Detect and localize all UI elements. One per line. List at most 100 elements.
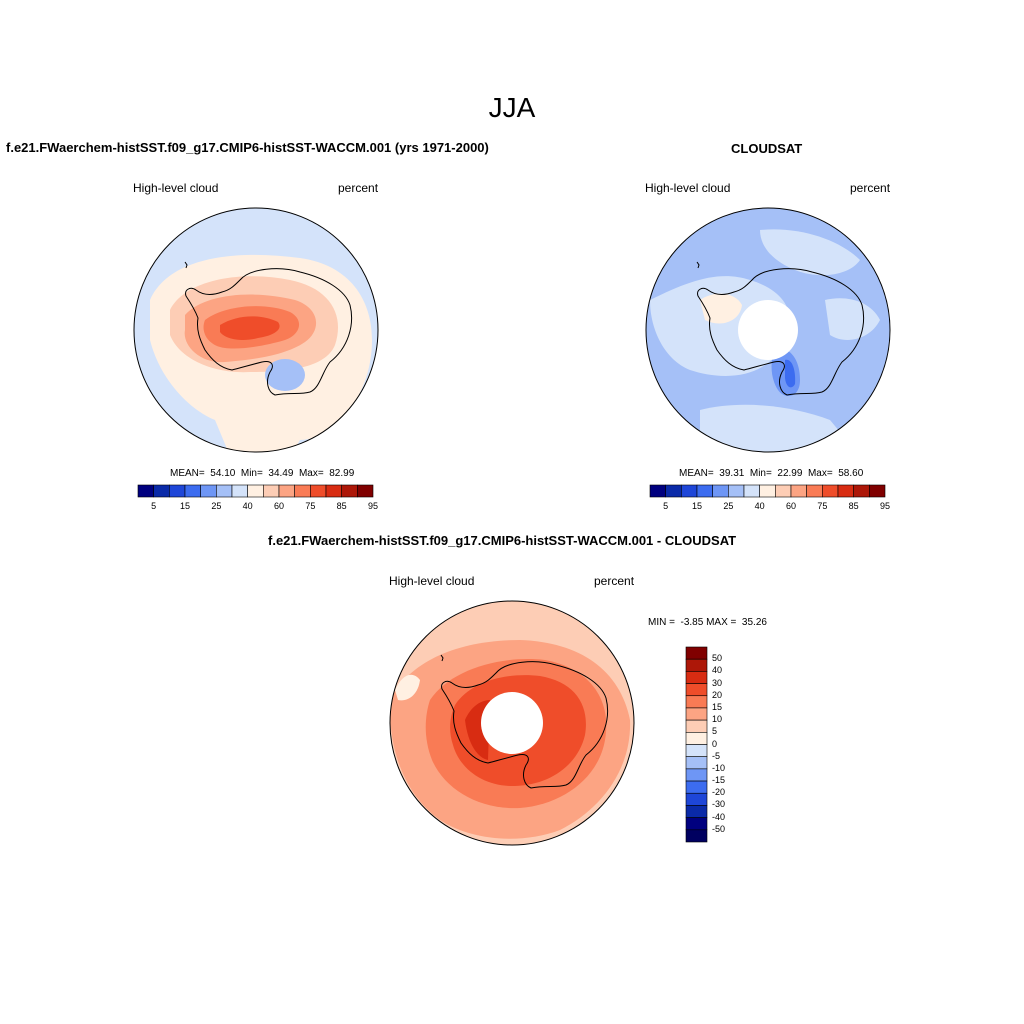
panel2-colorbar-swatch <box>790 484 807 498</box>
panel1-colorbar-tick-label: 5 <box>151 501 157 511</box>
panel3-colorbar-tick-label: -50 <box>712 823 726 834</box>
panel1-units-label: percent <box>338 181 379 195</box>
panel2-colorbar-swatch <box>696 484 713 498</box>
panel3-colorbar <box>685 646 708 843</box>
panel1-colorbar <box>137 484 374 498</box>
panel1-colorbar-swatch <box>325 484 342 498</box>
panel1-colorbar-tick-label: 40 <box>242 501 253 511</box>
panel2-band-light-3 <box>760 229 860 276</box>
panel3-variable-label: High-level cloud <box>389 574 475 588</box>
panel3-colorbar-tick-label: 10 <box>712 714 723 725</box>
panel3-colorbar-swatch <box>685 829 708 843</box>
panel1-variable-label: High-level cloud <box>133 181 219 195</box>
panel1-colorbar-swatch <box>357 484 374 498</box>
panel3-colorbar-tick-label: -15 <box>712 775 726 786</box>
panel1-colorbar-tick-label: 25 <box>211 501 222 511</box>
panel1-band-peak <box>220 316 280 340</box>
panel2-colorbar-tick-label: 85 <box>848 501 859 511</box>
panel3-colorbar-swatch <box>685 646 708 660</box>
panel2-colorbar-swatch <box>822 484 839 498</box>
panel3-colorbar-tick-label: 15 <box>712 701 723 712</box>
panel1-colorbar-swatch <box>169 484 186 498</box>
panel2-colorbar <box>649 484 886 498</box>
panel3-map <box>390 601 634 845</box>
panel2-colorbar-tick-label: 95 <box>879 501 890 511</box>
panel2-colorbar-tick-label: 5 <box>663 501 669 511</box>
panel3-colorbar-tick-label: -30 <box>712 799 726 810</box>
panel3-title: f.e21.FWaerchem-histSST.f09_g17.CMIP6-hi… <box>268 533 737 548</box>
panel2-colorbar-swatch <box>775 484 792 498</box>
panel2-map <box>646 208 890 452</box>
panel3-polar-hole <box>481 692 543 754</box>
panel2-island <box>696 261 700 269</box>
panel3-colorbar-swatch <box>685 744 708 757</box>
panel2-colorbar-tick-label: 15 <box>691 501 702 511</box>
panel1-colorbar-swatch <box>310 484 327 498</box>
panel1-colorbar-swatch <box>341 484 358 498</box>
panel1-map-border <box>133 207 379 453</box>
panel1-colorbar-swatch <box>153 484 170 498</box>
panel1-coastline <box>185 268 353 396</box>
panel2-colorbar-swatch <box>806 484 823 498</box>
panel3-coastline <box>441 661 609 789</box>
panel3-colorbar-swatch <box>685 658 708 672</box>
panel1-colorbar-swatch <box>247 484 264 498</box>
panel2-colorbar-swatch <box>853 484 870 498</box>
panel2-polar-hole <box>738 300 798 360</box>
panel2-peach-patch <box>700 293 742 324</box>
panel1-colorbar-swatch <box>263 484 280 498</box>
panel2-colorbar-swatch <box>681 484 698 498</box>
panel3-island <box>440 654 444 662</box>
panel3-colorbar-tick-label: 40 <box>712 665 723 676</box>
panel2-title: CLOUDSAT <box>731 141 803 156</box>
panel1-colorbar-swatch <box>216 484 233 498</box>
panel1-colorbar-tick-label: 75 <box>305 501 316 511</box>
panel3-colorbar-swatch <box>685 695 708 709</box>
panel2-units-label: percent <box>850 181 891 195</box>
panel3-colorbar-swatch <box>685 780 708 794</box>
panel2-colorbar-swatch <box>649 484 666 498</box>
panel3-colorbar-swatch <box>685 732 708 745</box>
panel1-colorbar-tick-label: 95 <box>367 501 378 511</box>
coastlines <box>184 261 865 789</box>
panel1-title: f.e21.FWaerchem-histSST.f09_g17.CMIP6-hi… <box>6 140 489 155</box>
panel2-colorbar-tick-label: 40 <box>754 501 765 511</box>
panel2-colorbar-swatch <box>869 484 886 498</box>
panel1-colorbar-swatch <box>294 484 311 498</box>
panel2-colorbar-swatch <box>743 484 760 498</box>
panel2-colorbar-swatch <box>665 484 682 498</box>
panel3-colorbar-swatch <box>685 683 708 697</box>
panel1-stats: MEAN= 54.10 Min= 34.49 Max= 82.99 <box>170 468 355 479</box>
panel3-colorbar-tick-label: 5 <box>712 726 718 737</box>
figure-title: JJA <box>488 92 536 123</box>
panel1-colorbar-swatch <box>231 484 248 498</box>
panel3-colorbar-tick-label: 30 <box>712 677 723 688</box>
panel3-colorbar-swatch <box>685 817 708 831</box>
panel2-colorbar-tick-label: 25 <box>723 501 734 511</box>
panel2-variable-label: High-level cloud <box>645 181 731 195</box>
panel2-coastline <box>697 268 865 396</box>
panel3-peach-patch <box>395 674 420 701</box>
panel3-colorbar-swatch <box>685 756 708 770</box>
panel2-colorbar-swatch <box>728 484 745 498</box>
panel3-colorbar-swatch <box>685 768 708 782</box>
panel1-map <box>134 208 378 452</box>
panel2-colorbar-swatch <box>759 484 776 498</box>
panel3-colorbar-tick-label: -20 <box>712 787 726 798</box>
panel1-colorbar-swatch <box>137 484 154 498</box>
panel3-colorbar-tick-label: -5 <box>712 750 721 761</box>
panel2-stats: MEAN= 39.31 Min= 22.99 Max= 58.60 <box>679 468 864 479</box>
panel2-colorbar-tick-label: 60 <box>785 501 796 511</box>
panel2-band-light-4 <box>825 298 880 340</box>
panel3-colorbar-swatch <box>685 805 708 818</box>
panel1-colorbar-tick-label: 15 <box>179 501 190 511</box>
panel1-colorbar-swatch <box>184 484 201 498</box>
panel2-map-border <box>645 207 891 453</box>
panel3-colorbar-swatch <box>685 719 708 733</box>
panel2-colorbar-swatch <box>837 484 854 498</box>
panel3-colorbar-tick-label: 50 <box>712 653 723 664</box>
panel1-low-cloud-spot <box>265 359 305 391</box>
panel3-colorbar-tick-label: 20 <box>712 689 723 700</box>
panel3-map-border <box>389 600 635 846</box>
